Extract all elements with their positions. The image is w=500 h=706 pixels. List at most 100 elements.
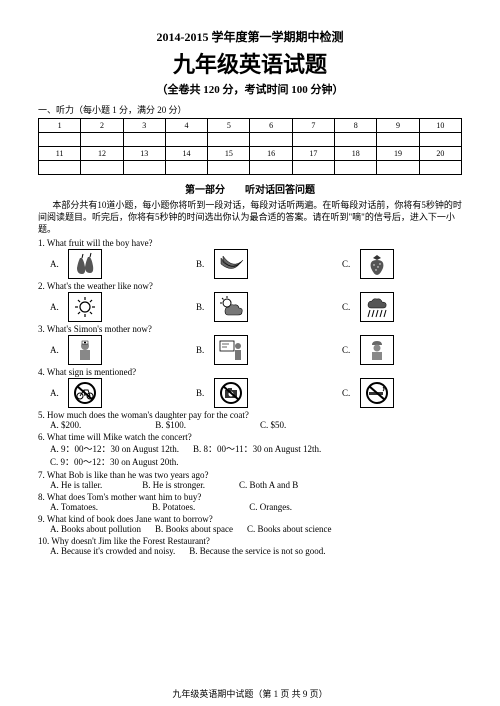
blank <box>208 133 250 147</box>
q6c: C. 9：00～12：30 on August 20th. <box>50 455 179 468</box>
cell-4: 4 <box>165 119 207 133</box>
label-b: B. <box>196 345 214 355</box>
cell-16: 16 <box>250 147 292 161</box>
q10-options: A. Because it's crowded and noisy. B. Be… <box>50 546 462 556</box>
label-a: A. <box>50 345 68 355</box>
cell-13: 13 <box>123 147 165 161</box>
sun-icon <box>68 292 102 322</box>
q7-options: A. He is taller. B. He is stronger. C. B… <box>50 480 462 490</box>
q4-options: A. B. C. <box>50 378 462 408</box>
q5c: C. $50. <box>260 420 286 430</box>
part1-title: 第一部分 听对话回答问题 <box>38 181 462 196</box>
q6-options-1: A. 9：00～12：30 on August 12th. B. 8：00～11… <box>50 442 462 455</box>
q7c: C. Both A and B <box>239 480 298 490</box>
pears-icon <box>68 249 102 279</box>
q6a: A. 9：00～12：30 on August 12th. <box>50 442 179 455</box>
blank <box>208 161 250 175</box>
blank <box>335 161 377 175</box>
cell-2: 2 <box>81 119 123 133</box>
header-line-3: （全卷共 120 分，考试时间 100 分钟） <box>38 81 462 97</box>
q5-text: 5. How much does the woman's daughter pa… <box>38 410 462 420</box>
cell-20: 20 <box>419 147 461 161</box>
no-bike-icon <box>68 378 102 408</box>
cell-10: 10 <box>419 119 461 133</box>
header-line-1: 2014-2015 学年度第一学期期中检测 <box>38 28 462 45</box>
page-footer: 九年级英语期中试题（第 1 页 共 9 页） <box>0 687 500 700</box>
label-a: A. <box>50 302 68 312</box>
q2-options: A. B. C. <box>50 292 462 322</box>
cell-12: 12 <box>81 147 123 161</box>
q8-text: 8. What does Tom's mother want him to bu… <box>38 492 462 502</box>
q9-options: A. Books about pollution B. Books about … <box>50 524 462 534</box>
label-b: B. <box>196 388 214 398</box>
q4-text: 4. What sign is mentioned? <box>38 367 462 377</box>
q8-options: A. Tomatoes. B. Potatoes. C. Oranges. <box>50 502 462 512</box>
blank <box>377 161 419 175</box>
label-b: B. <box>196 302 214 312</box>
listening-heading: 一、听力（每小题 1 分，满分 20 分） <box>38 103 462 116</box>
label-b: B. <box>196 259 214 269</box>
strawberry-icon <box>360 249 394 279</box>
cell-9: 9 <box>377 119 419 133</box>
q3-text: 3. What's Simon's mother now? <box>38 324 462 334</box>
blank <box>335 133 377 147</box>
q10-text: 10. Why doesn't Jim like the Forest Rest… <box>38 536 462 546</box>
cell-7: 7 <box>292 119 334 133</box>
blank <box>123 133 165 147</box>
cell-6: 6 <box>250 119 292 133</box>
blank <box>81 161 123 175</box>
q2-text: 2. What's the weather like now? <box>38 281 462 291</box>
cell-1: 1 <box>39 119 81 133</box>
q6-text: 6. What time will Mike watch the concert… <box>38 432 462 442</box>
q5b: B. $100. <box>155 420 186 430</box>
label-c: C. <box>342 388 360 398</box>
q9a: A. Books about pollution <box>50 524 141 534</box>
q7-text: 7. What Bob is like than he was two year… <box>38 470 462 480</box>
cell-3: 3 <box>123 119 165 133</box>
blank <box>123 161 165 175</box>
label-a: A. <box>50 388 68 398</box>
q8c: C. Oranges. <box>249 502 292 512</box>
cell-5: 5 <box>208 119 250 133</box>
instructions: 本部分共有10道小题，每小题你将听到一段对话，每段对话听两遍。在听每段对话前，你… <box>38 199 462 235</box>
q9c: C. Books about science <box>247 524 332 534</box>
no-smoking-icon <box>360 378 394 408</box>
no-camera-icon <box>214 378 248 408</box>
label-c: C. <box>342 345 360 355</box>
label-a: A. <box>50 259 68 269</box>
blank <box>250 133 292 147</box>
sun-cloud-icon <box>214 292 248 322</box>
blank <box>39 161 81 175</box>
q9b: B. Books about space <box>155 524 233 534</box>
q10b: B. Because the service is not so good. <box>189 546 325 556</box>
q3-options: A. B. C. <box>50 335 462 365</box>
q6-options-2: C. 9：00～12：30 on August 20th. <box>50 455 462 468</box>
q5a: A. $200. <box>50 420 81 430</box>
q1-options: A. B. C. <box>50 249 462 279</box>
q8b: B. Potatoes. <box>152 502 195 512</box>
q10a: A. Because it's crowded and noisy. <box>50 546 175 556</box>
cell-18: 18 <box>335 147 377 161</box>
nurse-icon <box>68 335 102 365</box>
q1-text: 1. What fruit will the boy have? <box>38 238 462 248</box>
q6b: B. 8：00～11：30 on August 12th. <box>193 442 321 455</box>
blank <box>292 161 334 175</box>
rain-icon <box>360 292 394 322</box>
q7b: B. He is stronger. <box>142 480 205 490</box>
q9-text: 9. What kind of book does Jane want to b… <box>38 514 462 524</box>
blank <box>165 133 207 147</box>
blank <box>377 133 419 147</box>
blank <box>292 133 334 147</box>
cell-8: 8 <box>335 119 377 133</box>
blank <box>39 133 81 147</box>
q5-options: A. $200. B. $100. C. $50. <box>50 420 462 430</box>
label-c: C. <box>342 302 360 312</box>
bananas-icon <box>214 249 248 279</box>
cell-17: 17 <box>292 147 334 161</box>
cell-11: 11 <box>39 147 81 161</box>
worker-icon <box>360 335 394 365</box>
cell-14: 14 <box>165 147 207 161</box>
blank <box>419 133 461 147</box>
blank <box>81 133 123 147</box>
answer-grid: 1 2 3 4 5 6 7 8 9 10 11 12 13 14 15 16 1… <box>38 118 462 175</box>
